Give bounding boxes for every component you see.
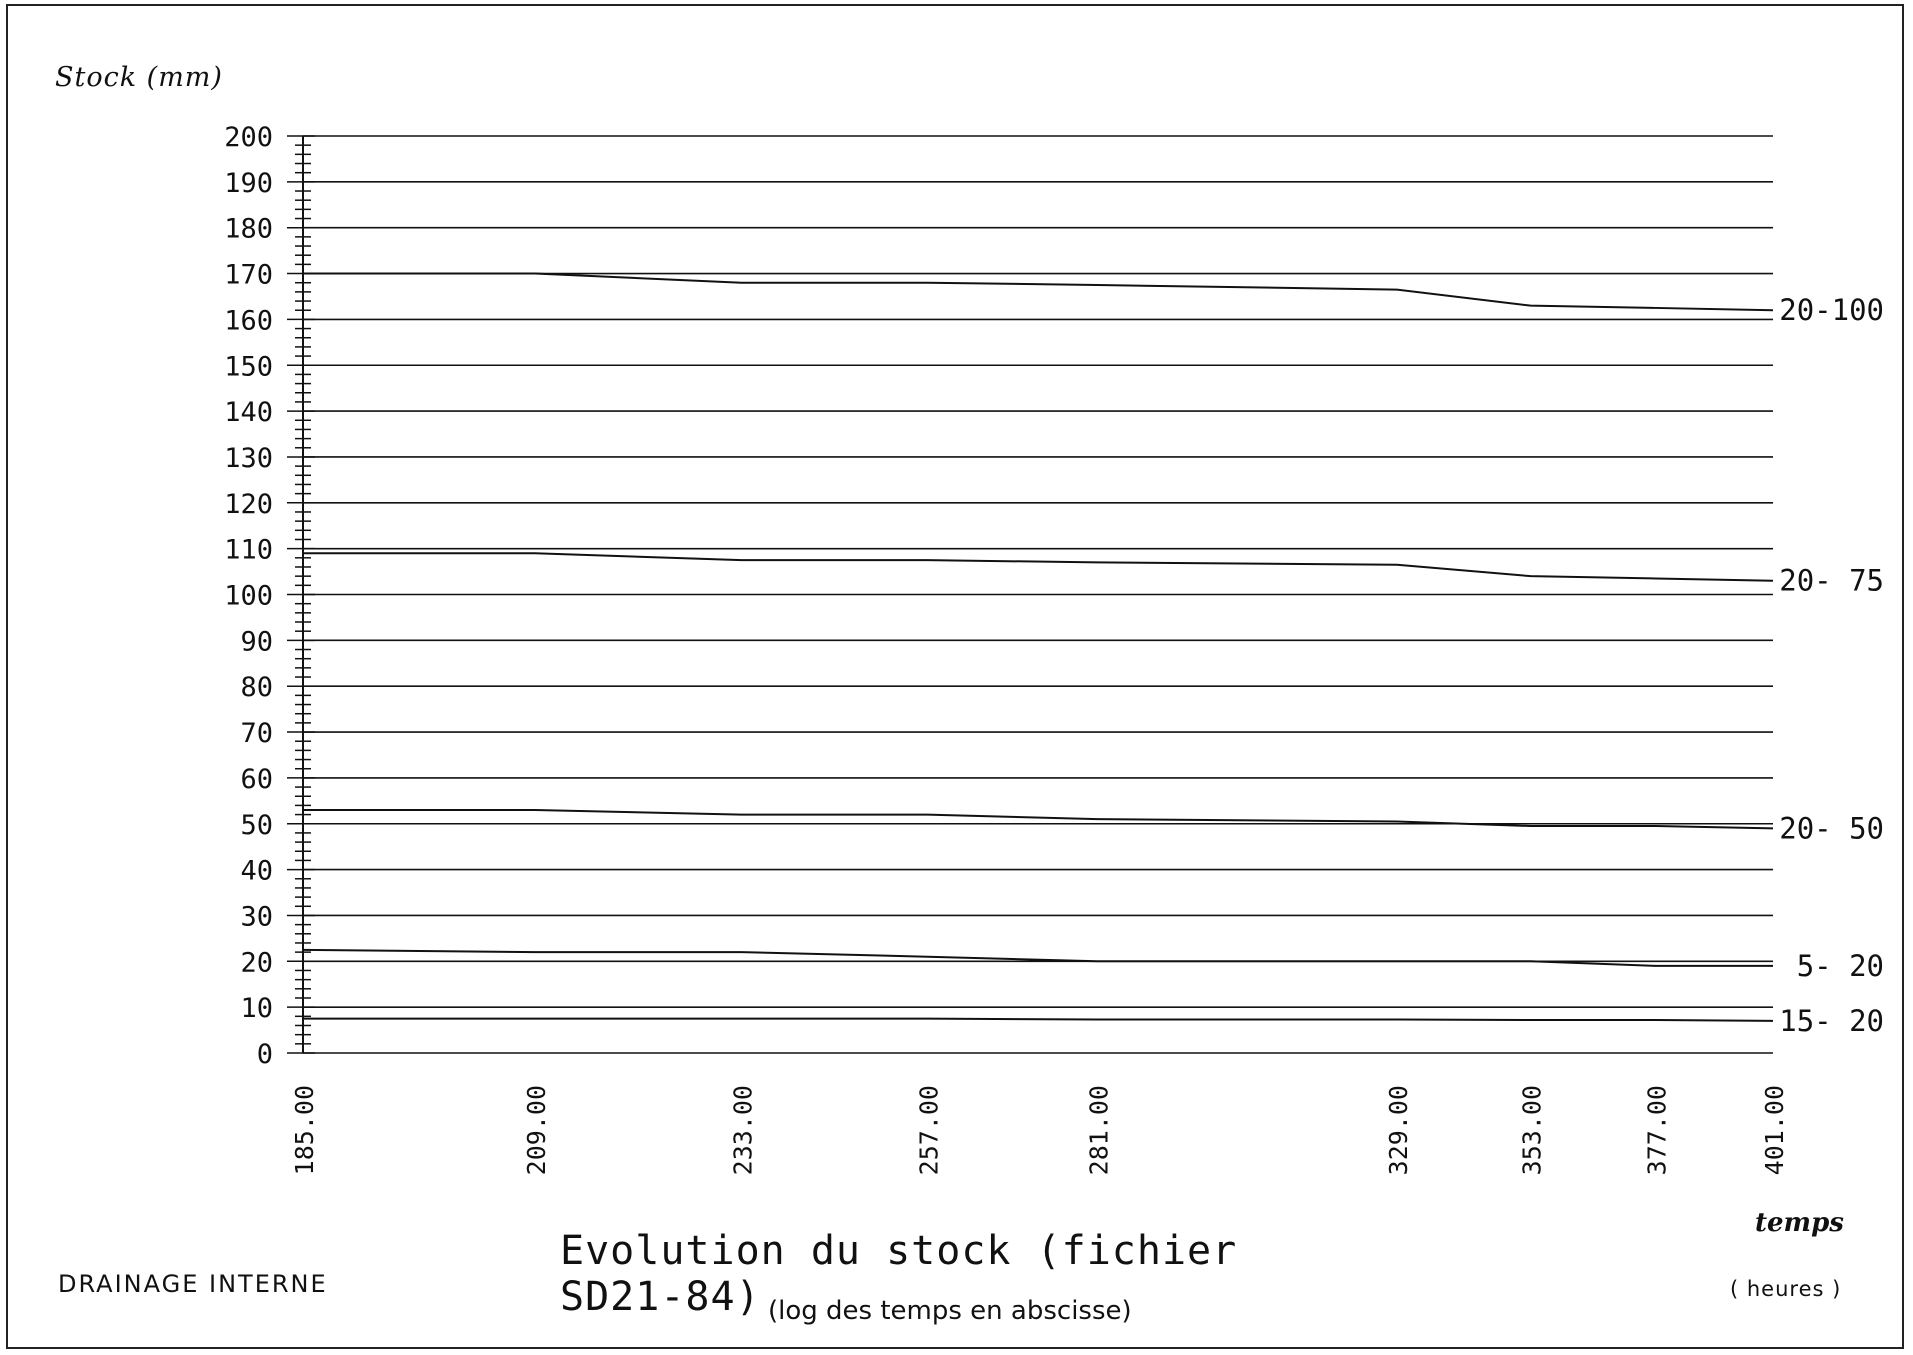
y-tick-label: 190 bbox=[224, 168, 273, 199]
y-tick-label: 180 bbox=[224, 214, 273, 245]
y-tick-label: 150 bbox=[224, 351, 273, 382]
chart-subtitle: (log des temps en abscisse) bbox=[768, 1296, 1132, 1326]
y-tick-label: 10 bbox=[240, 993, 273, 1024]
x-axis-label: temps bbox=[1755, 1208, 1844, 1238]
y-tick-label: 20 bbox=[240, 947, 273, 978]
x-tick-label: 233.00 bbox=[728, 1085, 757, 1175]
x-tick-label: 281.00 bbox=[1084, 1085, 1113, 1175]
series-line bbox=[303, 272, 1774, 312]
footer-caption: DRAINAGE INTERNE bbox=[58, 1270, 328, 1298]
chart-frame bbox=[6, 4, 1904, 1349]
x-tick-label: 329.00 bbox=[1384, 1085, 1413, 1175]
y-tick-label: 120 bbox=[224, 489, 273, 520]
y-tick-label: 70 bbox=[240, 718, 273, 749]
x-tick-label: 353.00 bbox=[1518, 1085, 1547, 1175]
y-tick-label: 140 bbox=[224, 397, 273, 428]
y-tick-label: 40 bbox=[240, 856, 273, 887]
y-tick-label: 90 bbox=[240, 626, 273, 657]
y-tick-label: 110 bbox=[224, 535, 273, 566]
x-tick-label: 257.00 bbox=[915, 1085, 944, 1175]
y-tick-label: 160 bbox=[224, 305, 273, 336]
series-label: 5- 20 bbox=[1797, 949, 1884, 983]
y-tick-label: 170 bbox=[224, 260, 273, 291]
y-tick-label: 30 bbox=[240, 901, 273, 932]
x-tick-label: 185.00 bbox=[290, 1085, 319, 1175]
y-tick-label: 130 bbox=[224, 443, 273, 474]
y-tick-label: 100 bbox=[224, 581, 273, 612]
y-tick-label: 50 bbox=[240, 810, 273, 841]
x-tick-label: 377.00 bbox=[1643, 1085, 1672, 1175]
series-label: 20- 75 bbox=[1779, 564, 1884, 598]
series-line bbox=[303, 1017, 1774, 1022]
series-label: 20-100 bbox=[1779, 293, 1884, 327]
series-label: 20- 50 bbox=[1779, 811, 1884, 845]
x-axis-unit: ( heures ) bbox=[1730, 1277, 1842, 1301]
y-tick-label: 200 bbox=[224, 122, 273, 153]
y-axis-label: Stock (mm) bbox=[55, 62, 223, 93]
x-tick-label: 209.00 bbox=[522, 1085, 551, 1175]
chart-title: Evolution du stock (fichier SD21-84) bbox=[560, 1228, 1238, 1320]
y-tick-label: 0 bbox=[257, 1039, 273, 1070]
series-label: 15- 20 bbox=[1779, 1004, 1884, 1038]
series-line bbox=[302, 948, 1773, 967]
series-line bbox=[303, 552, 1774, 582]
x-tick-label: 401.00 bbox=[1760, 1085, 1789, 1175]
y-tick-label: 60 bbox=[240, 764, 273, 795]
series-line bbox=[303, 808, 1774, 830]
y-tick-label: 80 bbox=[240, 672, 273, 703]
